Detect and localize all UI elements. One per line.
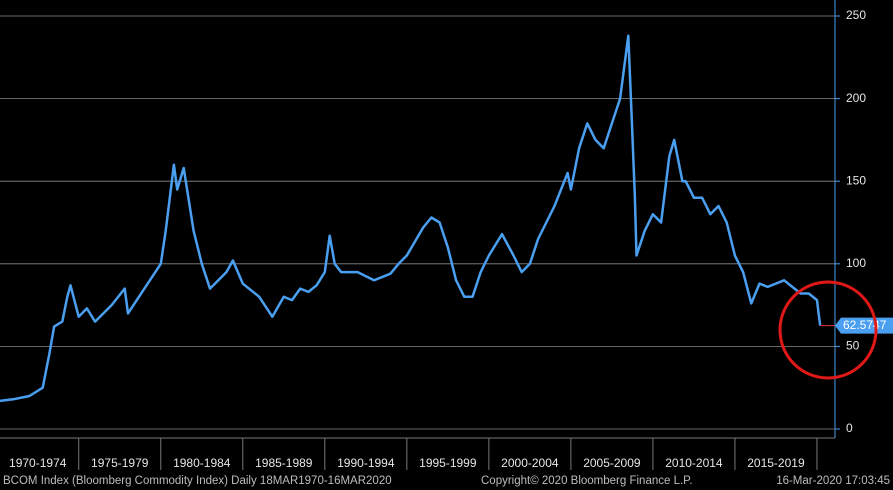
annotation-circle xyxy=(778,280,878,380)
x-tick-label: 1970-1974 xyxy=(9,456,67,470)
x-tick-label: 2015-2019 xyxy=(747,456,805,470)
y-tick-label: 250 xyxy=(846,8,866,22)
series-line xyxy=(0,34,822,403)
x-tick-label: 1995-1999 xyxy=(419,456,477,470)
footer-left: BCOM Index (Bloomberg Commodity Index) D… xyxy=(3,475,392,487)
last-value-box xyxy=(835,317,893,334)
x-tick-label: 1980-1984 xyxy=(173,456,231,470)
y-tick-label: 200 xyxy=(846,91,866,105)
y-tick-label: 100 xyxy=(846,256,866,270)
x-tick-label: 1985-1989 xyxy=(255,456,313,470)
x-tick-label: 1990-1994 xyxy=(337,456,395,470)
footer-center: Copyright© 2020 Bloomberg Finance L.P. xyxy=(481,475,693,487)
y-tick-label: 150 xyxy=(846,173,866,187)
x-tick-label: 2000-2004 xyxy=(501,456,559,470)
last-value-label: 62.5747 xyxy=(843,318,887,332)
x-tick-label: 1975-1979 xyxy=(91,456,149,470)
x-tick-label: 2005-2009 xyxy=(583,456,641,470)
y-tick-label: 50 xyxy=(846,339,860,353)
x-tick-label: 2010-2014 xyxy=(665,456,723,470)
y-tick-label: 0 xyxy=(846,421,853,435)
footer-right: 16-Mar-2020 17:03:45 xyxy=(776,475,890,487)
